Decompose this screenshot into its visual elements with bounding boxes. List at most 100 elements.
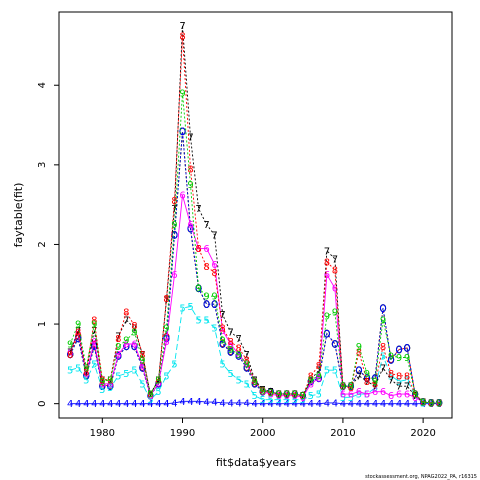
series-5-point: 5 bbox=[75, 363, 81, 374]
series-8-point: 8 bbox=[83, 367, 89, 378]
series-4-point: 4 bbox=[260, 399, 266, 410]
series-4-point: 4 bbox=[67, 399, 73, 410]
x-tick-label: 2010 bbox=[330, 428, 355, 439]
series-3-point bbox=[235, 352, 242, 360]
series-9-point: 9 bbox=[260, 386, 266, 397]
series-8-point: 8 bbox=[179, 31, 185, 42]
series-7-point: 7 bbox=[364, 377, 370, 388]
series-6-point: 6 bbox=[292, 391, 298, 402]
y-tick-label: 1 bbox=[37, 321, 48, 327]
series-5-point: 5 bbox=[147, 395, 153, 406]
series-5-point: 5 bbox=[340, 393, 346, 404]
series-5-point: 5 bbox=[428, 398, 434, 409]
series-8-point: 8 bbox=[243, 355, 249, 366]
series-9-point: 9 bbox=[227, 345, 233, 356]
series-5-point: 5 bbox=[276, 395, 282, 406]
series-7-point: 7 bbox=[340, 382, 346, 393]
series-9-point: 9 bbox=[380, 316, 386, 327]
series-4-point: 4 bbox=[195, 397, 201, 408]
series-6-point: 6 bbox=[211, 260, 217, 271]
series-5-point: 5 bbox=[171, 359, 177, 370]
series-7-point: 7 bbox=[235, 334, 241, 345]
series-6-point: 6 bbox=[139, 361, 145, 372]
series-4-point: 4 bbox=[91, 399, 97, 410]
series-3-point bbox=[203, 300, 210, 309]
series-7-line bbox=[69, 25, 440, 404]
series-4-point: 4 bbox=[428, 399, 434, 410]
series-5-point: 5 bbox=[139, 379, 145, 390]
series-8-point: 8 bbox=[420, 398, 426, 409]
series-5-point: 5 bbox=[91, 359, 97, 370]
series-8-point: 8 bbox=[155, 375, 161, 386]
series-4-point: 4 bbox=[364, 399, 370, 410]
series-9-point: 9 bbox=[300, 391, 306, 402]
series-6-point: 6 bbox=[364, 390, 370, 401]
series-6-point: 6 bbox=[260, 387, 266, 398]
series-4-point: 4 bbox=[99, 399, 105, 410]
series-6-point: 6 bbox=[388, 391, 394, 402]
series-7-point: 7 bbox=[412, 391, 418, 402]
series-8-point: 8 bbox=[235, 343, 241, 354]
series-7-point: 7 bbox=[276, 390, 282, 401]
series-8-point: 8 bbox=[75, 328, 81, 339]
series-6-point: 6 bbox=[332, 284, 338, 295]
series-4-point: 4 bbox=[163, 399, 169, 410]
series-5-point: 5 bbox=[324, 366, 330, 377]
series-6-point: 6 bbox=[404, 390, 410, 401]
series-8-point: 8 bbox=[195, 244, 201, 255]
series-4-point: 4 bbox=[131, 399, 137, 410]
series-3-point bbox=[123, 342, 130, 351]
series-4-point: 4 bbox=[372, 399, 378, 410]
series-8-point: 8 bbox=[115, 334, 121, 345]
series-8-point: 8 bbox=[316, 361, 322, 372]
series-8-point: 8 bbox=[300, 391, 306, 402]
series-9-point: 9 bbox=[356, 342, 362, 353]
x-tick-label: 2000 bbox=[250, 428, 275, 439]
series-8-point: 8 bbox=[268, 388, 274, 399]
series-3-point bbox=[379, 304, 387, 313]
series-4-point: 4 bbox=[75, 399, 81, 410]
series-7-point: 7 bbox=[171, 204, 177, 215]
series-4-point: 4 bbox=[348, 399, 354, 410]
series-7-point: 7 bbox=[75, 326, 81, 337]
series-5-point: 5 bbox=[396, 377, 402, 388]
series-5-point: 5 bbox=[292, 395, 298, 406]
series-5-point: 5 bbox=[380, 351, 386, 362]
series-6-point: 6 bbox=[203, 244, 209, 255]
series-9-point: 9 bbox=[235, 350, 241, 361]
series-8-point: 8 bbox=[67, 350, 73, 361]
series-4-line bbox=[70, 400, 440, 405]
series-5-point: 5 bbox=[356, 390, 362, 401]
y-tick-label: 2 bbox=[37, 241, 48, 247]
series-9-point: 9 bbox=[388, 351, 394, 362]
series-6-point: 6 bbox=[276, 391, 282, 402]
series-6-point: 6 bbox=[171, 270, 177, 281]
series-5-line bbox=[70, 305, 440, 404]
series-7-point: 7 bbox=[420, 398, 426, 409]
series-7-point: 7 bbox=[107, 375, 113, 386]
series-8-point: 8 bbox=[260, 386, 266, 397]
series-7-point: 7 bbox=[308, 375, 314, 386]
series-9-point: 9 bbox=[332, 308, 338, 319]
series-4-point: 4 bbox=[139, 399, 145, 410]
footnote: stockassessment.org, NPAG2022_PA, r16315 bbox=[365, 474, 477, 480]
series-9-point: 9 bbox=[364, 369, 370, 380]
series-4-point: 4 bbox=[179, 397, 185, 408]
series-6-point: 6 bbox=[356, 387, 362, 398]
series-7-point: 7 bbox=[324, 246, 330, 257]
series-5-point: 5 bbox=[412, 391, 418, 402]
series-9-point: 9 bbox=[412, 390, 418, 401]
series-8-point: 8 bbox=[219, 324, 225, 335]
series-3-point bbox=[331, 340, 339, 348]
series-9-point: 9 bbox=[316, 371, 322, 382]
series-7-point: 7 bbox=[404, 382, 410, 393]
series-4-point: 4 bbox=[243, 398, 249, 409]
series-5-point: 5 bbox=[308, 391, 314, 402]
series-5-point: 5 bbox=[107, 383, 113, 394]
series-6-point: 6 bbox=[235, 350, 241, 361]
series-6-point: 6 bbox=[284, 391, 290, 402]
series-5-point: 5 bbox=[187, 302, 193, 313]
series-5-point: 5 bbox=[284, 395, 290, 406]
series-8-point: 8 bbox=[388, 369, 394, 380]
